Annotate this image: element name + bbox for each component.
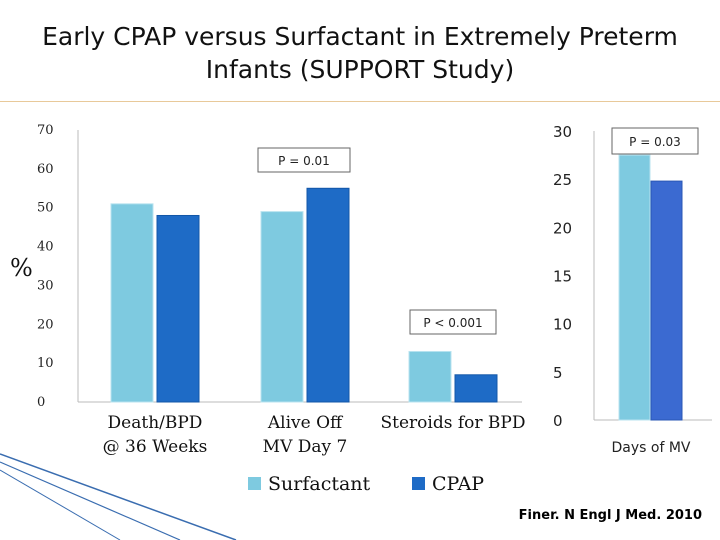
left-y-tick-label: 60	[37, 162, 54, 177]
left-y-tick-label: 10	[37, 356, 54, 371]
bar-surfactant-2	[408, 350, 452, 403]
decor-line-2	[0, 461, 181, 540]
p-value-box	[409, 309, 497, 335]
bar-surfactant-1	[260, 211, 304, 403]
right-bar-surfactant	[618, 154, 651, 421]
left-y-tick-label: 0	[37, 395, 45, 410]
left-y-tick-label: 50	[37, 201, 54, 216]
legend-swatch-surfactant	[248, 477, 261, 490]
title-divider	[0, 101, 720, 102]
right-y-tick-label: 20	[553, 219, 572, 237]
right-y-tick-label: 5	[553, 364, 563, 382]
decor-line-1	[0, 453, 237, 540]
bar-cpap-2	[454, 374, 498, 403]
legend-label-cpap: CPAP	[432, 473, 484, 495]
left-y-tick-label: 30	[37, 278, 54, 293]
right-p-value-box	[611, 127, 699, 155]
right-y-tick-label: 15	[553, 268, 572, 286]
legend-swatch-cpap	[412, 477, 425, 490]
bar-cpap-0	[156, 214, 200, 403]
category-label: Steroids for BPD	[381, 413, 526, 433]
category-label: @ 36 Weeks	[103, 437, 208, 457]
right-x-axis-label: Days of MV	[612, 440, 691, 456]
right-y-tick-label: 30	[553, 123, 572, 141]
right-y-tick-label: 0	[553, 412, 563, 430]
p-value-label: P < 0.001	[423, 316, 482, 330]
bar-cpap-1	[306, 187, 350, 403]
slide-title: Early CPAP versus Surfactant in Extremel…	[42, 22, 678, 84]
left-y-tick-label: 40	[37, 240, 54, 255]
category-label: Alive Off	[267, 413, 344, 433]
bar-surfactant-0	[110, 203, 154, 403]
right-y-tick-label: 10	[553, 316, 572, 334]
p-value-box	[257, 147, 351, 173]
category-label: MV Day 7	[263, 437, 348, 457]
p-value-label: P = 0.01	[278, 154, 330, 168]
left-y-axis-label: %	[10, 254, 33, 282]
citation: Finer. N Engl J Med. 2010	[518, 508, 702, 523]
legend-label-surfactant: Surfactant	[268, 473, 371, 495]
left-y-tick-label: 20	[37, 317, 54, 332]
right-bar-cpap	[650, 180, 683, 421]
decor-line-3	[0, 469, 121, 540]
right-y-tick-label: 25	[553, 171, 572, 189]
right-p-value-label: P = 0.03	[629, 135, 681, 149]
category-label: Death/BPD	[108, 413, 203, 433]
left-y-tick-label: 70	[37, 123, 54, 138]
